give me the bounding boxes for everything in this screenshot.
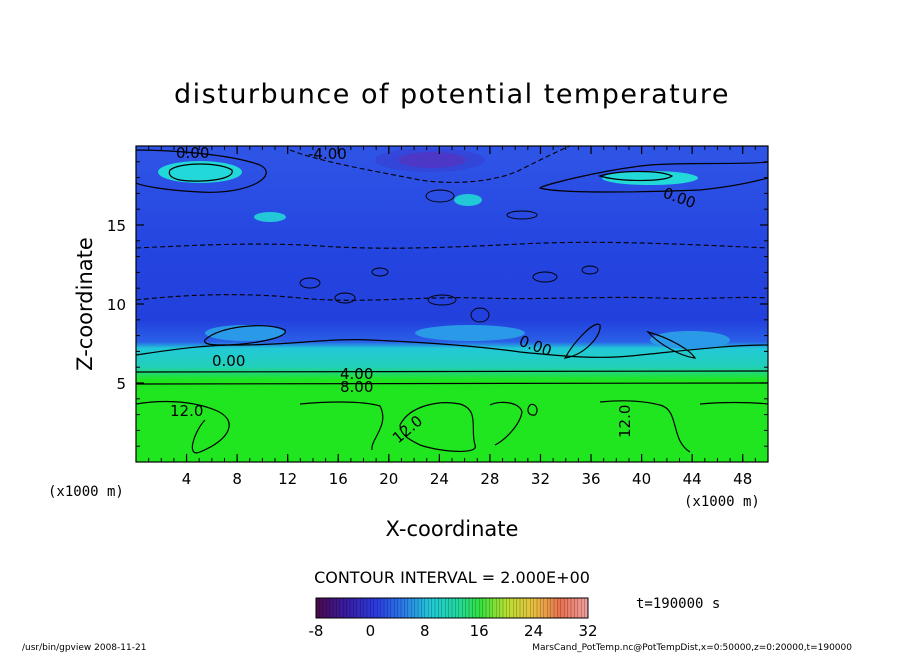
warm-patch-mid-left: [254, 212, 286, 222]
colorbar-tick-label: 32: [578, 622, 597, 640]
contour-lines: [136, 149, 768, 454]
contour-twelve-a: [136, 400, 230, 454]
small-contour: [427, 294, 457, 306]
contour-zero-upper-right: [539, 161, 768, 193]
colorbar-tick-label: 16: [470, 622, 489, 640]
colorbar-tick-label: -8: [309, 622, 324, 640]
small-contour: [334, 292, 356, 304]
contour-label: 0.00: [212, 352, 245, 370]
contour-twelve-e: [599, 400, 691, 453]
x-tick-label: 28: [480, 470, 499, 488]
x-tick-label: 44: [683, 470, 702, 488]
small-contour: [299, 277, 321, 289]
x-axis-ticks: 4 8 12 16 20 24 28 32 36 40 44 48: [135, 146, 769, 488]
contour-minus-four: [289, 146, 571, 183]
x-axis-label: X-coordinate: [386, 517, 519, 541]
negative-anomaly-halo: [375, 148, 485, 172]
small-contour: [470, 307, 490, 323]
x-tick-label: 36: [581, 470, 600, 488]
contour-label: 12.0: [170, 402, 203, 420]
contour-zero-upper: [136, 149, 267, 193]
contour-twelve-b: [299, 401, 384, 451]
contour-label: 8.00: [340, 378, 373, 396]
x-tick-label: 4: [182, 470, 192, 488]
y-tick-label: 10: [107, 296, 126, 314]
x-tick-label: 48: [733, 470, 752, 488]
contour-interval: CONTOUR INTERVAL = 2.000E+00: [314, 568, 590, 587]
x-tick-label: 8: [232, 470, 242, 488]
contour-minus-two-a: [136, 241, 768, 249]
x-unit-left: (x1000 m): [48, 484, 124, 500]
colorbar-ticks: -8 0 8 16 24 32: [309, 622, 598, 640]
contour-island-far-right: [646, 330, 697, 359]
x-tick-label: 32: [531, 470, 550, 488]
contour-four: [136, 370, 768, 373]
x-tick-label: 40: [632, 470, 651, 488]
small-contours: [299, 189, 599, 323]
small-contour: [425, 189, 455, 203]
colorbar-tick-label: 0: [366, 622, 376, 640]
small-contour: [532, 271, 558, 283]
time-label: t=190000 s: [636, 596, 720, 612]
contour-twelve-c: [399, 402, 476, 453]
y-axis-label: Z-coordinate: [73, 237, 97, 371]
contour-eight: [136, 382, 768, 385]
heatmap-field: [136, 146, 768, 462]
warm-patch-lower-left: [205, 325, 285, 341]
contour-twelve-f: [527, 403, 538, 416]
contour-warm-blob-left: [168, 163, 233, 182]
footer-right: MarsCand_PotTemp.nc@PotTempDist,x=0:5000…: [532, 643, 852, 653]
contour-label: 12.0: [616, 405, 634, 438]
x-unit-right: (x1000 m): [684, 494, 760, 510]
x-tick-label: 16: [329, 470, 348, 488]
contour-minus-two-b: [136, 294, 768, 301]
chart-title: disturbunce of potential temperature: [174, 79, 730, 110]
footer-left: /usr/bin/gpview 2008-11-21: [22, 643, 146, 653]
warm-patch-lower-right: [650, 331, 730, 349]
colorbar-tick-label: 8: [420, 622, 430, 640]
y-tick-label: 15: [107, 217, 126, 235]
x-tick-label: 24: [430, 470, 449, 488]
warm-patch-mid: [454, 194, 482, 206]
x-tick-label: 20: [379, 470, 398, 488]
x-tick-label: 12: [278, 470, 297, 488]
y-axis-ticks: 5 10 15: [107, 145, 768, 463]
warm-patch-right: [602, 171, 698, 185]
colorbar-tick-label: 24: [524, 622, 543, 640]
contour-label: -4.00: [308, 145, 347, 163]
contour-twelve-g: [699, 401, 768, 405]
contour-island-right: [563, 323, 601, 359]
colorbar-bins: [319, 598, 585, 618]
contour-label: 4.00: [340, 365, 373, 383]
small-contour: [371, 267, 389, 277]
small-contour: [581, 265, 599, 275]
contour-twelve-d: [489, 401, 523, 446]
negative-contours: [136, 146, 768, 301]
warm-patch-lower-mid: [415, 325, 525, 341]
green-layer-wave: [136, 395, 768, 462]
contour-warm-blob-right: [597, 170, 674, 182]
small-contour: [506, 210, 538, 220]
y-tick-label: 5: [116, 375, 126, 393]
contour-island-left: [203, 325, 286, 346]
contour-label: 0.00: [176, 144, 209, 162]
